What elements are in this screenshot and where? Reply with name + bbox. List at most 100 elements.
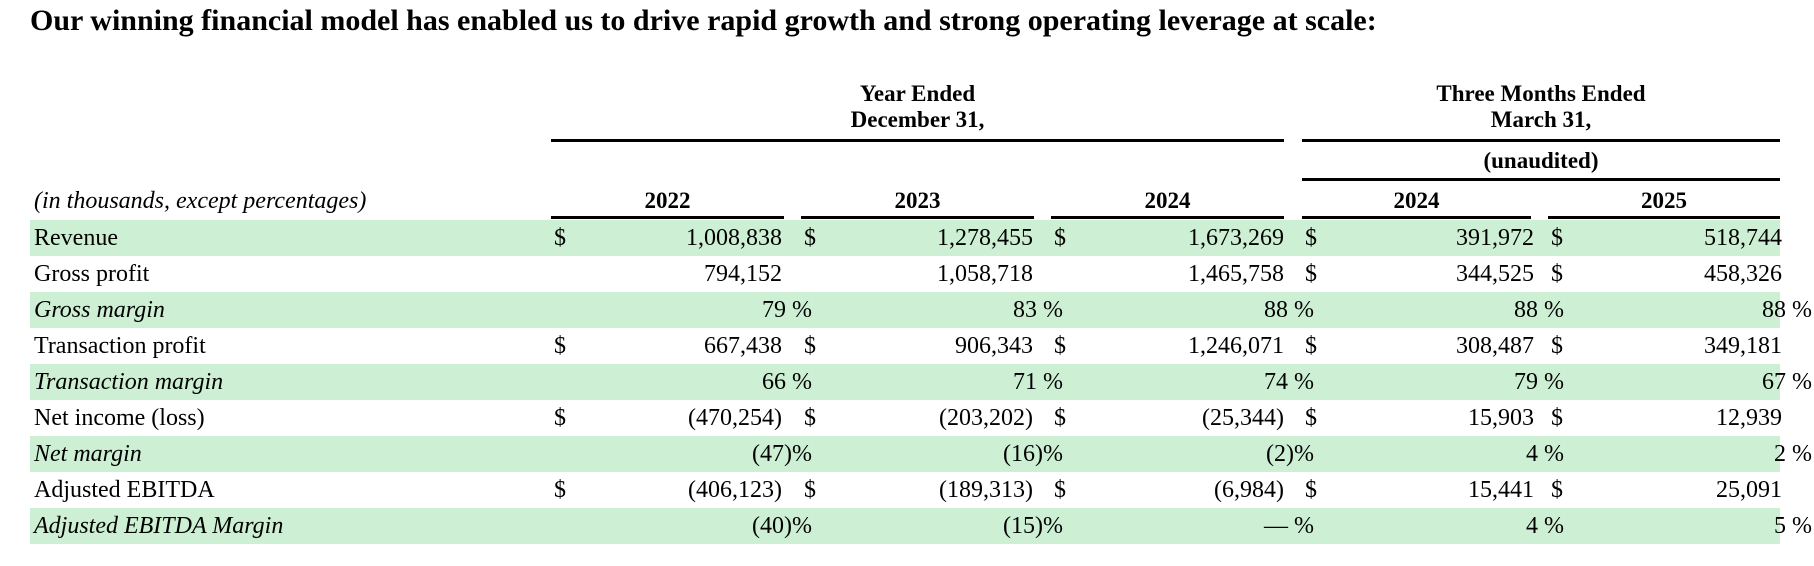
currency-symbol: $ bbox=[804, 477, 816, 503]
row-label: Net margin bbox=[34, 441, 142, 467]
currency-symbol: $ bbox=[1305, 333, 1317, 359]
currency-symbol: $ bbox=[554, 333, 566, 359]
currency-symbol: $ bbox=[1054, 333, 1066, 359]
value-cell: 15,441 bbox=[1468, 477, 1534, 503]
value-cell: (203,202) bbox=[939, 405, 1033, 431]
year-ended-line1: Year Ended bbox=[859, 81, 976, 106]
unaudited-rule bbox=[1302, 178, 1780, 181]
value-cell: (2)% bbox=[1266, 441, 1314, 467]
page-heading: Our winning financial model has enabled … bbox=[30, 4, 1377, 37]
three-months-line2: March 31, bbox=[1490, 107, 1592, 132]
value-cell: 1,278,455 bbox=[937, 225, 1033, 251]
value-cell: 15,903 bbox=[1468, 405, 1534, 431]
value-cell: (470,254) bbox=[688, 405, 782, 431]
value-cell: (15)% bbox=[1003, 513, 1063, 539]
col-header-q1-2025: 2025 bbox=[1641, 188, 1687, 213]
col-rule-2022 bbox=[551, 216, 784, 219]
value-cell: (47)% bbox=[752, 441, 812, 467]
value-cell: 74 % bbox=[1264, 369, 1314, 395]
value-cell: 1,673,269 bbox=[1188, 225, 1284, 251]
currency-symbol: $ bbox=[1551, 333, 1563, 359]
value-cell: 79 % bbox=[1514, 369, 1564, 395]
value-cell: — % bbox=[1264, 513, 1314, 539]
value-cell: 458,326 bbox=[1704, 261, 1782, 287]
value-cell: 12,939 bbox=[1716, 405, 1782, 431]
row-label: Transaction margin bbox=[34, 369, 224, 395]
col-header-2022: 2022 bbox=[644, 188, 691, 213]
value-cell: 1,058,718 bbox=[937, 261, 1033, 287]
value-cell: 1,008,838 bbox=[686, 225, 782, 251]
unaudited-label: (unaudited) bbox=[1483, 148, 1599, 173]
value-cell: (406,123) bbox=[688, 477, 782, 503]
currency-symbol: $ bbox=[804, 225, 816, 251]
three-months-rule bbox=[1302, 139, 1780, 142]
value-cell: 79 % bbox=[762, 297, 812, 323]
value-cell: 2 % bbox=[1774, 441, 1812, 467]
currency-symbol: $ bbox=[1551, 261, 1563, 287]
currency-symbol: $ bbox=[554, 405, 566, 431]
currency-symbol: $ bbox=[1551, 477, 1563, 503]
value-cell: 667,438 bbox=[704, 333, 782, 359]
row-label: Adjusted EBITDA Margin bbox=[34, 513, 284, 539]
col-rule-q1-2025 bbox=[1548, 216, 1780, 219]
row-label: Gross margin bbox=[34, 297, 165, 323]
currency-symbol: $ bbox=[1551, 405, 1563, 431]
value-cell: 4 % bbox=[1526, 513, 1564, 539]
year-ended-line2: December 31, bbox=[850, 107, 985, 132]
value-cell: 67 % bbox=[1762, 369, 1812, 395]
table-row: Net income (loss) $ (470,254) $ (203,202… bbox=[30, 400, 1782, 436]
value-cell: 391,972 bbox=[1456, 225, 1534, 251]
value-cell: 88 % bbox=[1514, 297, 1564, 323]
table-row: Transaction margin 66 % 71 % 74 % 79 % 6… bbox=[30, 364, 1812, 400]
table-row: Adjusted EBITDA Margin (40)% (15)% — % 4… bbox=[30, 508, 1812, 544]
value-cell: (40)% bbox=[752, 513, 812, 539]
currency-symbol: $ bbox=[804, 405, 816, 431]
col-rule-2024 bbox=[1051, 216, 1284, 219]
row-label: Gross profit bbox=[34, 261, 150, 287]
col-rule-2023 bbox=[801, 216, 1034, 219]
currency-symbol: $ bbox=[1054, 405, 1066, 431]
value-cell: 88 % bbox=[1264, 297, 1314, 323]
three-months-header: Three Months Ended March 31, bbox=[1302, 81, 1780, 133]
table-row: Gross margin 79 % 83 % 88 % 88 % 88 % bbox=[30, 292, 1812, 328]
value-cell: 71 % bbox=[1013, 369, 1063, 395]
value-cell: 83 % bbox=[1013, 297, 1063, 323]
value-cell: 1,246,071 bbox=[1188, 333, 1284, 359]
col-rule-q1-2024 bbox=[1302, 216, 1531, 219]
value-cell: 66 % bbox=[762, 369, 812, 395]
three-months-line1: Three Months Ended bbox=[1436, 81, 1646, 106]
value-cell: 794,152 bbox=[704, 261, 782, 287]
value-cell: (189,313) bbox=[939, 477, 1033, 503]
table-row: Gross profit 794,152 1,058,718 1,465,758… bbox=[30, 256, 1782, 292]
currency-symbol: $ bbox=[1305, 405, 1317, 431]
currency-symbol: $ bbox=[554, 477, 566, 503]
col-header-2023: 2023 bbox=[894, 188, 941, 213]
value-cell: 4 % bbox=[1526, 441, 1564, 467]
row-label: Transaction profit bbox=[34, 333, 206, 359]
value-cell: 88 % bbox=[1762, 297, 1812, 323]
row-label: Revenue bbox=[34, 225, 118, 251]
value-cell: 1,465,758 bbox=[1188, 261, 1284, 287]
value-cell: (6,984) bbox=[1214, 477, 1284, 503]
value-cell: (16)% bbox=[1003, 441, 1063, 467]
table-row: Revenue $ 1,008,838 $ 1,278,455 $ 1,673,… bbox=[30, 220, 1782, 256]
year-ended-header: Year Ended December 31, bbox=[551, 81, 1284, 133]
value-cell: (25,344) bbox=[1202, 405, 1284, 431]
value-cell: 308,487 bbox=[1456, 333, 1534, 359]
value-cell: 518,744 bbox=[1704, 225, 1782, 251]
units-note: (in thousands, except percentages) bbox=[34, 188, 367, 214]
row-label: Net income (loss) bbox=[34, 405, 205, 431]
table-row: Transaction profit $ 667,438 $ 906,343 $… bbox=[30, 328, 1782, 364]
currency-symbol: $ bbox=[1054, 477, 1066, 503]
table-row: Net margin (47)% (16)% (2)% 4 % 2 % bbox=[30, 436, 1812, 472]
value-cell: 5 % bbox=[1774, 513, 1812, 539]
col-header-2024: 2024 bbox=[1144, 188, 1191, 213]
currency-symbol: $ bbox=[1305, 477, 1317, 503]
col-header-q1-2024: 2024 bbox=[1393, 188, 1440, 213]
table-row: Adjusted EBITDA $ (406,123) $ (189,313) … bbox=[30, 472, 1782, 508]
currency-symbol: $ bbox=[554, 225, 566, 251]
currency-symbol: $ bbox=[1305, 261, 1317, 287]
value-cell: 25,091 bbox=[1716, 477, 1782, 503]
year-ended-rule bbox=[551, 139, 1284, 142]
value-cell: 344,525 bbox=[1456, 261, 1534, 287]
